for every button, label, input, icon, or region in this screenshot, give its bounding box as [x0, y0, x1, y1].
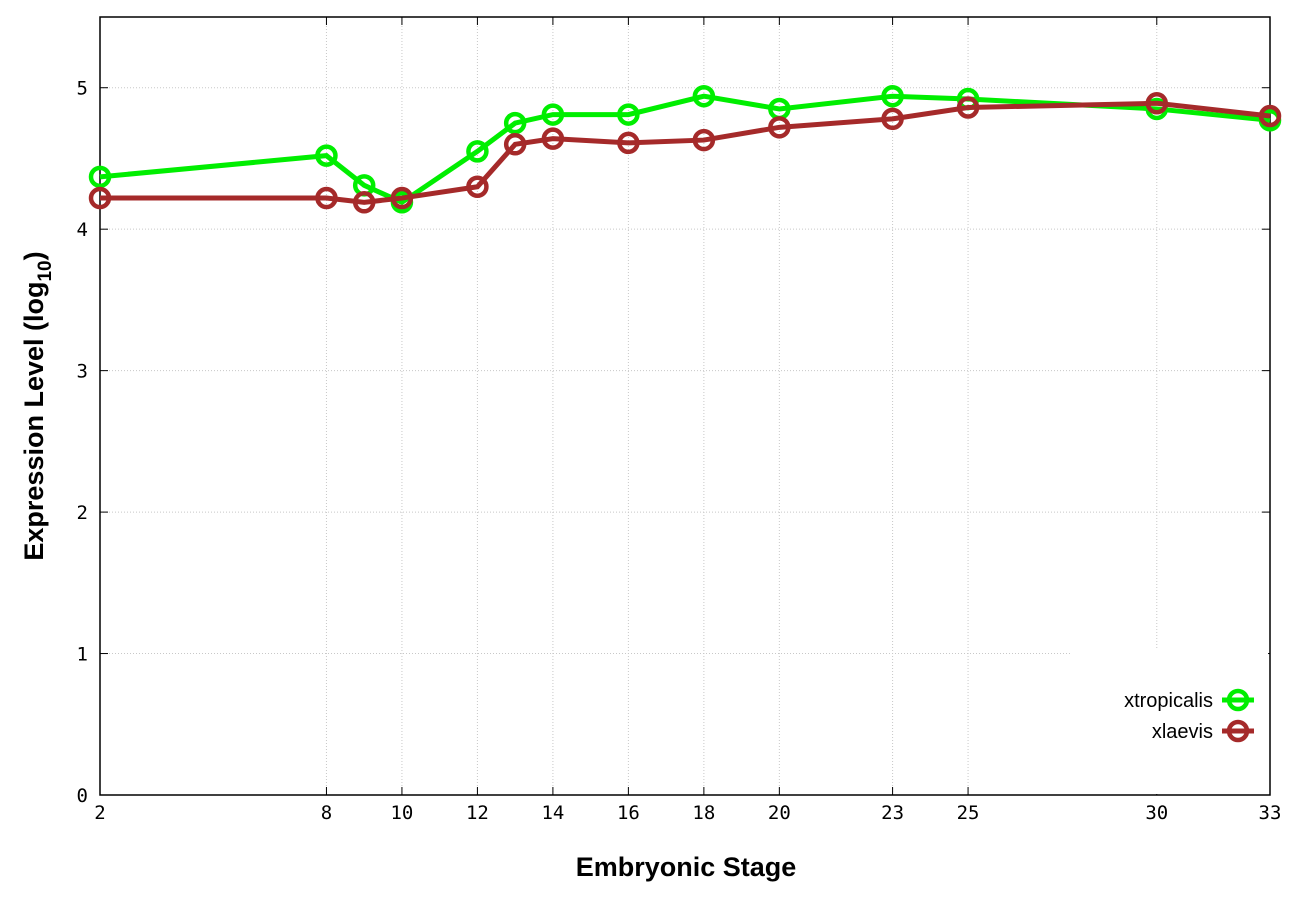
data-point-xlaevis [881, 107, 904, 131]
data-point-xlaevis [768, 116, 791, 139]
y-tick-label: 1 [77, 644, 88, 666]
data-point-xlaevis [1258, 104, 1282, 128]
x-tick-label: 8 [321, 802, 332, 824]
y-tick-label: 5 [77, 78, 88, 100]
data-point-xlaevis [956, 96, 980, 119]
legend-label-xtropicalis: xtropicalis [1124, 690, 1213, 712]
y-tick-label: 0 [77, 785, 88, 807]
data-point-xtropicalis [692, 84, 716, 108]
x-tick-label: 30 [1145, 802, 1168, 824]
data-point-xtropicalis [88, 165, 112, 189]
data-point-xlaevis [466, 175, 489, 198]
data-point-xtropicalis [315, 144, 338, 167]
legend: xtropicalis xlaevis [1072, 650, 1268, 794]
series-group [88, 84, 1282, 214]
y-axis-title-sub: 10 [35, 260, 56, 281]
data-point-xtropicalis [881, 84, 904, 108]
data-point-xlaevis [503, 133, 527, 156]
data-point-xlaevis [692, 128, 716, 152]
data-point-xlaevis [315, 186, 338, 210]
data-point-xlaevis [352, 191, 376, 214]
data-point-xtropicalis [466, 140, 489, 163]
data-point-xlaevis [541, 127, 565, 150]
y-tick-label: 3 [77, 361, 88, 383]
x-tick-label: 20 [768, 802, 791, 824]
x-tick-label: 23 [881, 802, 904, 824]
y-tick-label: 2 [77, 502, 88, 524]
data-point-xlaevis [88, 186, 112, 210]
y-axis-title-end: ) [19, 251, 49, 260]
x-tick-label: 2 [94, 802, 105, 824]
x-tick-label: 12 [466, 802, 489, 824]
plot-frame [99, 16, 1271, 796]
y-tick-label: 4 [77, 219, 88, 241]
x-tick-label: 14 [541, 802, 564, 824]
x-tick-label: 33 [1259, 802, 1282, 824]
data-point-xtropicalis [617, 103, 640, 126]
data-point-xtropicalis [541, 103, 565, 126]
data-point-xlaevis [1145, 92, 1169, 115]
x-tick-label: 18 [692, 802, 715, 824]
y-axis-title: Expression Level (log10) [19, 251, 56, 560]
data-point-xlaevis [617, 131, 640, 155]
x-tick-label: 10 [390, 802, 413, 824]
data-point-xtropicalis [503, 111, 527, 135]
x-tick-label: 16 [617, 802, 640, 824]
x-axis-title: Embryonic Stage [576, 852, 797, 882]
series-line-xtropicalis [99, 93, 1271, 206]
series-line-xlaevis [100, 100, 1271, 205]
legend-marker-xlaevis [1226, 719, 1250, 743]
legend-label-xlaevis: xlaevis [1152, 721, 1213, 743]
data-point-xlaevis [390, 186, 414, 210]
y-axis-title-main: Expression Level (log [19, 282, 49, 561]
x-tick-label: 25 [957, 802, 980, 824]
legend-marker-xtropicalis [1226, 688, 1250, 712]
